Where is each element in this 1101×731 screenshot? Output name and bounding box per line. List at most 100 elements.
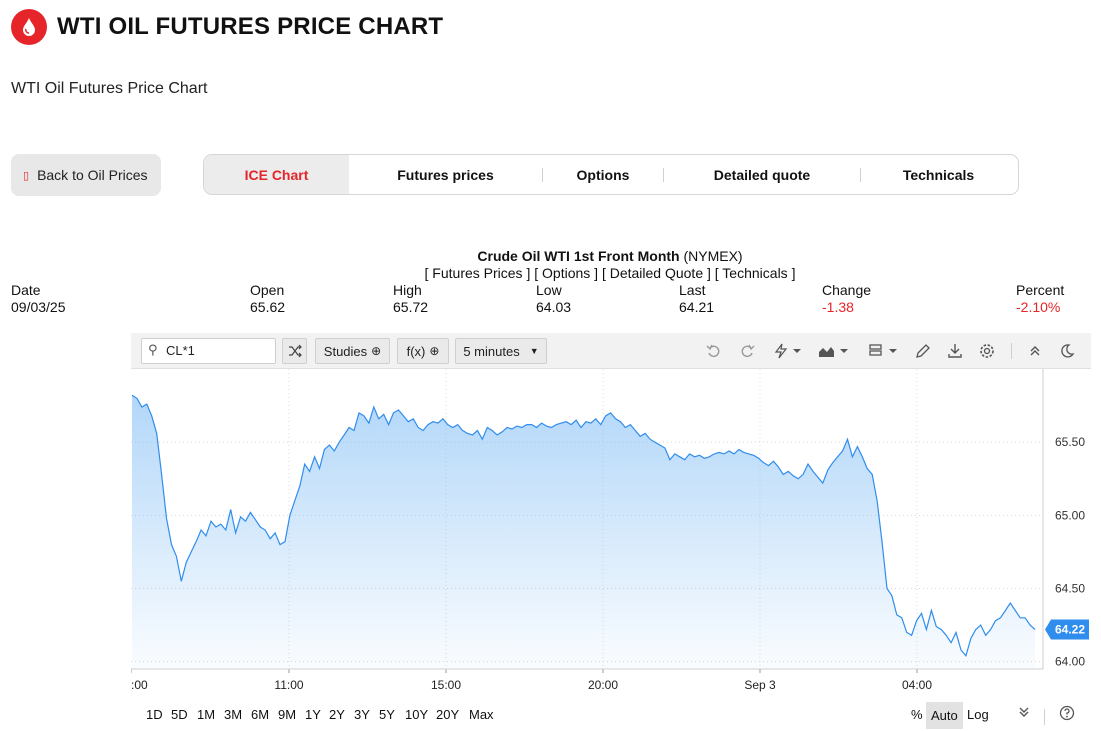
tab-divider (542, 167, 543, 182)
link-futures-prices[interactable]: [ Futures Prices ] (424, 265, 531, 281)
tab-technicals[interactable]: Technicals (902, 166, 975, 183)
tab-futures-prices[interactable]: Futures prices (397, 166, 494, 183)
quote-label: High (393, 282, 422, 298)
range-1m[interactable]: 1M (197, 707, 216, 722)
log-scale-toggle[interactable]: Log (967, 707, 989, 722)
interval-select[interactable]: 5 minutes ▼ (455, 338, 547, 364)
back-to-oil-prices-button[interactable]: ▯ Back to Oil Prices (11, 154, 161, 196)
link-options[interactable]: [ Options ] (534, 265, 599, 281)
price-chart[interactable]: 64.00 64.50 65.00 65.50 :00 11:00 15:00 20:00 S… (131, 369, 1091, 702)
last-price-tag: 64.22 (1045, 619, 1089, 640)
function-button[interactable]: f(x) ⊕ (397, 338, 449, 364)
y-tick-label: 64.50 (1055, 582, 1085, 596)
quote-value: 65.62 (250, 299, 286, 315)
y-tick-label: 64.00 (1055, 655, 1085, 669)
chart-toolbar: ⚲ CL*1 Studies ⊕ f(x) ⊕ 5 minutes ▼ (131, 333, 1091, 369)
instrument-name: Crude Oil WTI 1st Front Month (477, 248, 680, 264)
collapse-icon[interactable] (1024, 340, 1046, 362)
quote-value: -2.10% (1016, 299, 1061, 315)
compare-button[interactable] (282, 338, 307, 364)
download-icon[interactable] (944, 340, 966, 362)
page-title: WTI OIL FUTURES PRICE CHART (57, 13, 444, 40)
percent-toggle[interactable]: % (911, 707, 923, 722)
expand-icon[interactable] (1017, 705, 1031, 722)
back-button-label: Back to Oil Prices (37, 167, 148, 183)
quote-value: 64.21 (679, 299, 715, 315)
last-price-label: 64.22 (1055, 622, 1085, 636)
quote-links: [ Futures Prices ] [ Options ] [ Detaile… (0, 265, 1101, 281)
quote-low: Low 64.03 (536, 282, 571, 316)
quote-label: Low (536, 282, 562, 298)
quote-value: 65.72 (393, 299, 429, 315)
tab-options[interactable]: Options (576, 166, 630, 183)
quote-title: Crude Oil WTI 1st Front Month (NYMEX) (0, 248, 1101, 264)
quote-change: Change -1.38 (822, 282, 871, 316)
quote-label: Change (822, 282, 872, 298)
chart-tabs: ICE Chart Futures prices Options Detaile… (203, 154, 1019, 195)
help-icon[interactable] (1059, 705, 1075, 724)
chart-type-icon[interactable] (817, 340, 851, 362)
bottom-divider (1044, 709, 1045, 725)
x-tick-label: 20:00 (588, 678, 618, 692)
settings-icon[interactable] (976, 340, 998, 362)
quote-label: Percent (1016, 282, 1065, 298)
price-area (132, 395, 1035, 669)
last-price-marker (1045, 619, 1089, 640)
plus-circle-icon: ⊕ (371, 344, 382, 358)
quote-label: Last (679, 282, 706, 298)
studies-button[interactable]: Studies ⊕ (315, 338, 390, 364)
template-icon[interactable] (867, 340, 901, 362)
range-2y[interactable]: 2Y (329, 707, 345, 722)
link-technicals[interactable]: [ Technicals ] (714, 265, 796, 281)
range-1y[interactable]: 1Y (305, 707, 321, 722)
quote-date: Date 09/03/25 (11, 282, 66, 316)
quote-high: High 65.72 (393, 282, 428, 316)
interval-label: 5 minutes (463, 343, 520, 359)
tab-divider (663, 167, 664, 182)
symbol-value: CL*1 (166, 343, 195, 358)
x-tick-label: :00 (131, 678, 148, 692)
tab-ice-chart[interactable]: ICE Chart (204, 155, 349, 194)
range-1d[interactable]: 1D (146, 707, 163, 722)
tab-divider (860, 167, 861, 182)
function-label: f(x) (406, 343, 426, 359)
back-icon: ▯ (23, 168, 30, 182)
quote-label: Date (11, 282, 41, 298)
quote-percent: Percent -2.10% (1016, 282, 1064, 316)
range-6m[interactable]: 6M (251, 707, 270, 722)
shuffle-icon (288, 344, 302, 358)
auto-scale-toggle[interactable]: Auto (926, 702, 963, 729)
redo-icon[interactable] (736, 340, 758, 362)
draw-icon[interactable] (912, 340, 934, 362)
range-5d[interactable]: 5D (171, 707, 188, 722)
tab-detailed-quote[interactable]: Detailed quote (713, 166, 811, 183)
link-detailed-quote[interactable]: [ Detailed Quote ] (601, 265, 711, 281)
page-subtitle: WTI Oil Futures Price Chart (11, 80, 208, 97)
price-line (131, 394, 1036, 658)
x-tick-label: 11:00 (274, 678, 303, 692)
symbol-search-input[interactable]: ⚲ CL*1 (141, 338, 276, 364)
quote-value: 09/03/25 (11, 299, 66, 315)
flash-icon[interactable] (771, 340, 805, 362)
range-9m[interactable]: 9M (278, 707, 297, 722)
range-5y[interactable]: 5Y (379, 707, 395, 722)
x-tick-label: 15:00 (431, 678, 461, 692)
range-20y[interactable]: 20Y (436, 707, 460, 722)
y-tick-label: 65.00 (1055, 508, 1085, 522)
range-10y[interactable]: 10Y (405, 707, 429, 722)
chevron-down-icon: ▼ (529, 346, 539, 356)
undo-icon[interactable] (703, 340, 725, 362)
quote-value: -1.38 (822, 299, 854, 315)
x-tick-label: 04:00 (902, 678, 932, 692)
range-max[interactable]: Max (469, 707, 494, 722)
range-3m[interactable]: 3M (224, 707, 243, 722)
toolbar-divider (1011, 343, 1012, 359)
y-tick-label: 65.50 (1055, 435, 1085, 449)
studies-label: Studies (323, 343, 368, 359)
x-tick-label: Sep 3 (744, 678, 776, 692)
quote-open: Open 65.62 (250, 282, 285, 316)
chart-widget: ⚲ CL*1 Studies ⊕ f(x) ⊕ 5 minutes ▼ (131, 333, 1091, 731)
chart-bottom-bar: 1D 5D 1M 3M 6M 9M 1Y 2Y 3Y 5Y 10Y 20Y Ma… (131, 702, 1091, 731)
dark-mode-icon[interactable] (1056, 340, 1078, 362)
range-3y[interactable]: 3Y (354, 707, 370, 722)
